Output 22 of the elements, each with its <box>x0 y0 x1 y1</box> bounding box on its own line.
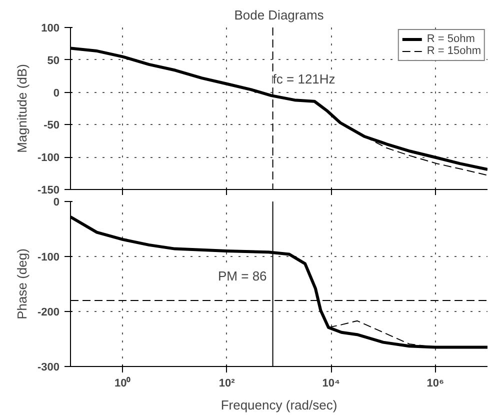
y-tick-label: 0 <box>53 196 60 208</box>
legend-label: R = 5ohm <box>426 33 475 45</box>
x-tick-label: 10⁴ <box>322 378 340 390</box>
y-tick-label: -50 <box>44 120 60 132</box>
y-tick-label: 0 <box>53 87 60 100</box>
y-tick-label: -100 <box>37 152 60 164</box>
x-axis-title: Frequency (rad/sec) <box>220 398 338 412</box>
y-tick-label: -150 <box>37 184 60 196</box>
x-tick-label: 10⁶ <box>426 378 444 390</box>
y-tick-label: -100 <box>37 252 60 264</box>
y-tick-label: 50 <box>47 54 60 67</box>
annotation: fc = 121Hz <box>272 71 336 86</box>
annotation: PM = 86 <box>218 268 267 284</box>
y-tick-label: -300 <box>37 362 60 374</box>
y-axis-title: Magnitude (dB) <box>14 64 30 153</box>
chart-title: Bode Diagrams <box>234 8 324 22</box>
y-tick-label: 100 <box>41 22 60 34</box>
y-tick-label: -200 <box>37 306 60 318</box>
y-axis-title: Phase (deg) <box>14 248 30 320</box>
x-tick-label: 10² <box>218 378 236 390</box>
legend-label: R = 15ohm <box>426 45 481 57</box>
x-tick-label: 10⁰ <box>114 376 131 390</box>
